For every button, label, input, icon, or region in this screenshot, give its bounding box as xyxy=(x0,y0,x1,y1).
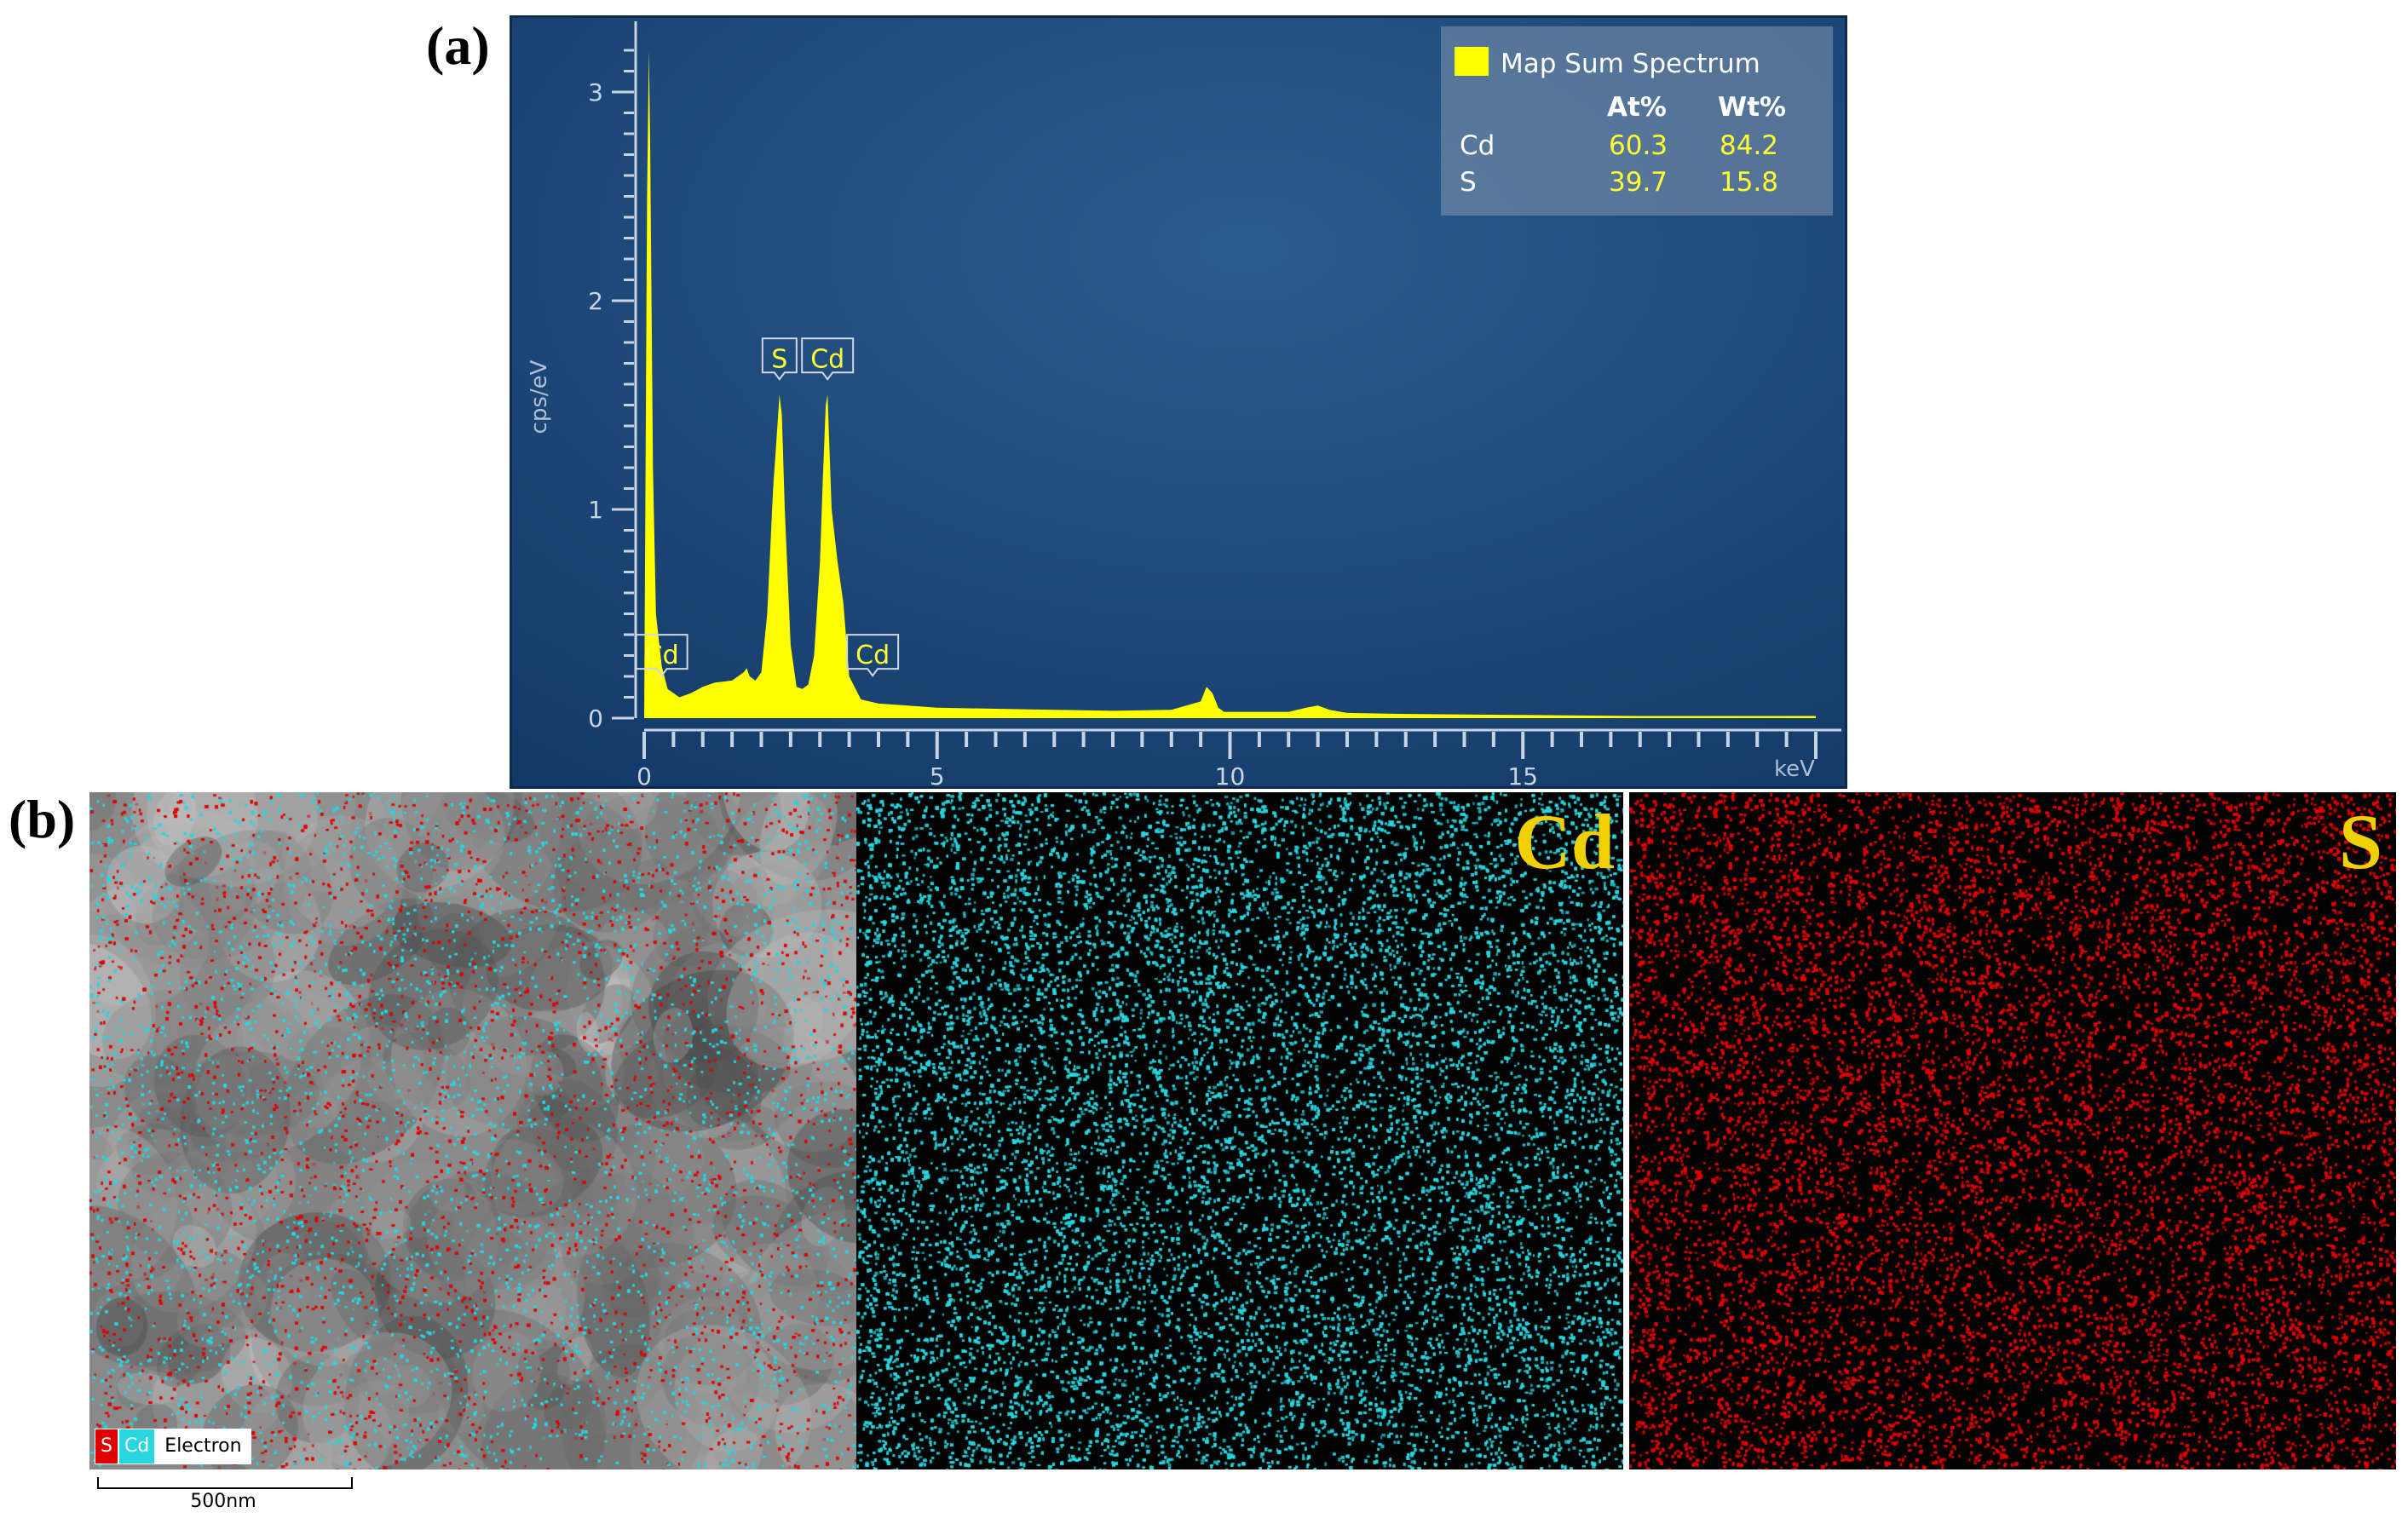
cd-element-map: Cd xyxy=(856,792,1623,1469)
legend-s-at: 39.7 xyxy=(1609,167,1668,198)
map-layer-legend: S Cd Electron xyxy=(95,1429,251,1464)
legend-swatch xyxy=(1455,47,1489,76)
y-axis-label: cps/eV xyxy=(527,359,552,434)
legend-cd-wt: 84.2 xyxy=(1720,130,1779,161)
y-tick-label: 3 xyxy=(588,78,603,106)
peak-label-box xyxy=(846,634,900,677)
electron-overlay-map: S Cd Electron xyxy=(89,792,856,1469)
peak-label: Cd xyxy=(846,634,900,677)
panel-label-a: (a) xyxy=(426,15,490,76)
peak-label-text: Cd xyxy=(855,641,890,670)
cd-map-image xyxy=(856,792,1623,1469)
x-tick-label: 10 xyxy=(1215,762,1246,786)
eds-spectrum-chart: 0 1 2 3 0 5 10 15 Cd S Cd Cd cps/eV keV Map Sum Sp… xyxy=(510,15,1847,789)
peak-label-box xyxy=(801,337,855,381)
legend-s-wt: 15.8 xyxy=(1720,167,1779,198)
s-map-image xyxy=(1629,792,2396,1469)
peak-label: Cd xyxy=(801,337,855,381)
peak-label-box xyxy=(761,337,798,381)
peak-label-text: S xyxy=(771,344,787,374)
spectrum-legend: Map Sum Spectrum At% Wt% Cd 60.3 84.2 S … xyxy=(1441,26,1833,216)
scale-bar-line xyxy=(97,1477,353,1489)
electron-map-image xyxy=(89,792,856,1469)
legend-header-wt: Wt% xyxy=(1718,92,1787,123)
peak-label-text: Cd xyxy=(810,344,844,374)
scale-bar-label: 500nm xyxy=(190,1491,256,1512)
x-tick-label: 15 xyxy=(1507,762,1538,786)
cd-map-title: Cd xyxy=(1514,798,1615,885)
peak-label: S xyxy=(761,337,798,381)
layer-electron-label: Electron xyxy=(155,1429,251,1464)
x-axis-label: keV xyxy=(1774,756,1815,782)
peak-label: Cd xyxy=(635,634,688,677)
legend-title: Map Sum Spectrum xyxy=(1501,49,1760,79)
y-tick-label: 1 xyxy=(588,496,603,524)
s-element-map: S xyxy=(1629,792,2396,1469)
peak-label-text: Cd xyxy=(645,641,679,670)
x-tick-label: 0 xyxy=(637,762,652,786)
y-tick-label: 0 xyxy=(588,704,603,733)
layer-cd-label: Cd xyxy=(118,1429,156,1464)
panel-label-b: (b) xyxy=(9,789,76,849)
s-map-title: S xyxy=(2338,798,2382,885)
x-tick-label: 5 xyxy=(930,762,945,786)
legend-element-cd: Cd xyxy=(1460,130,1495,161)
scale-bar: 500nm xyxy=(97,1474,353,1516)
legend-element-s: S xyxy=(1460,167,1477,198)
layer-s-label: S xyxy=(95,1429,118,1464)
legend-header-at: At% xyxy=(1607,92,1667,123)
legend-cd-at: 60.3 xyxy=(1609,130,1668,161)
peak-label-box xyxy=(635,634,688,677)
y-tick-label: 2 xyxy=(588,287,603,315)
